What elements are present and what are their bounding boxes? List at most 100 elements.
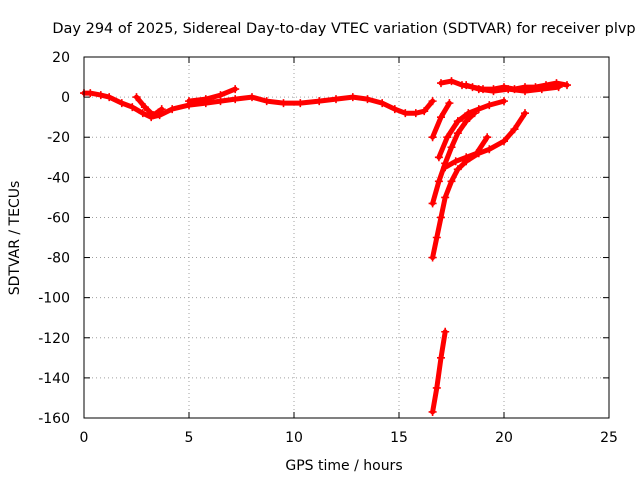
x-tick-label: 15 [390,430,408,446]
series-arc-2 [132,93,166,120]
data-point [132,93,141,102]
y-tick-label: -60 [47,210,70,226]
data-point [462,117,471,126]
data-series [80,77,571,416]
data-point [201,95,210,104]
series-arc-7 [428,109,529,262]
data-point [390,105,399,114]
data-point [437,79,445,88]
gridlines [84,57,609,418]
data-point [432,233,441,242]
data-point [485,145,494,154]
data-point [447,143,456,152]
data-point [315,97,324,106]
data-point [434,153,443,162]
data-point [474,105,483,114]
y-tick-label: -80 [47,251,70,267]
series-arc-11 [462,81,563,96]
data-point [437,113,445,122]
x-tick-label: 20 [495,430,513,446]
data-point [434,177,443,186]
data-point [428,253,437,262]
data-point [348,93,357,102]
y-axis-label: SDTVAR / TECUs [7,181,23,296]
data-point [138,109,147,118]
series-arc-8 [441,133,492,172]
data-point [437,213,445,222]
data-point [363,95,372,104]
data-point [420,107,429,116]
data-point [441,163,450,172]
y-tick-label: -20 [47,130,70,146]
y-tick-label: -40 [47,170,70,186]
x-tick-label: 0 [80,430,89,446]
data-point [157,105,166,114]
plot-frame [83,56,610,419]
data-point [451,157,460,166]
data-point [554,83,563,92]
data-point [128,103,137,112]
data-point [279,99,288,108]
data-point [428,407,437,416]
y-tick-label: 0 [61,90,70,106]
data-point [462,153,471,162]
data-point [483,133,492,142]
data-point [432,383,441,392]
data-point [504,85,513,94]
x-axis-label: GPS time / hours [285,458,402,474]
data-point [453,117,462,126]
series-line [134,94,165,118]
data-point [216,91,225,100]
data-point [378,99,387,108]
data-point [510,125,519,134]
data-point [521,109,529,118]
data-point [428,199,437,208]
data-point [149,111,158,120]
data-point [474,85,483,94]
y-tick-label: -120 [38,331,70,347]
data-point [437,353,445,362]
data-point [500,137,508,146]
series-line [81,90,436,120]
y-tick-label: 20 [52,50,70,66]
data-point [537,85,546,94]
data-point [185,97,193,106]
data-point [470,109,479,118]
data-point [485,101,494,110]
data-point [96,91,105,100]
data-point [441,327,450,336]
axis-ticks: 0 5 10 15 20 25 -160 -140 -120 -100 -80 -60 -40 -20 0 2… [38,50,618,446]
data-point [428,97,437,106]
series-line [430,329,448,415]
series-arc-4 [428,99,454,142]
data-point [105,93,114,102]
data-point [86,89,95,98]
data-point [462,81,471,90]
x-tick-label: 10 [285,430,303,446]
data-point [447,177,456,186]
data-point [443,133,452,142]
x-tick-label: 5 [185,430,194,446]
data-point [117,99,126,108]
data-point [231,85,240,94]
data-point [447,77,456,86]
series-line [186,86,238,104]
data-point [489,87,498,96]
data-point [332,95,340,104]
y-tick-label: -140 [38,371,70,387]
data-point [521,87,529,96]
y-tick-label: -100 [38,291,70,307]
series-arc-9 [428,327,450,416]
data-point [472,149,481,158]
data-point [453,165,462,174]
data-point [445,99,454,108]
series-arc-1 [80,89,437,122]
chart-title: Day 294 of 2025, Sidereal Day-to-day VTE… [52,21,635,37]
data-point [401,109,410,118]
data-point [168,105,177,114]
data-point [262,97,271,106]
y-tick-label: -160 [38,411,70,427]
series-arc-5 [434,97,508,162]
x-tick-label: 25 [600,430,618,446]
